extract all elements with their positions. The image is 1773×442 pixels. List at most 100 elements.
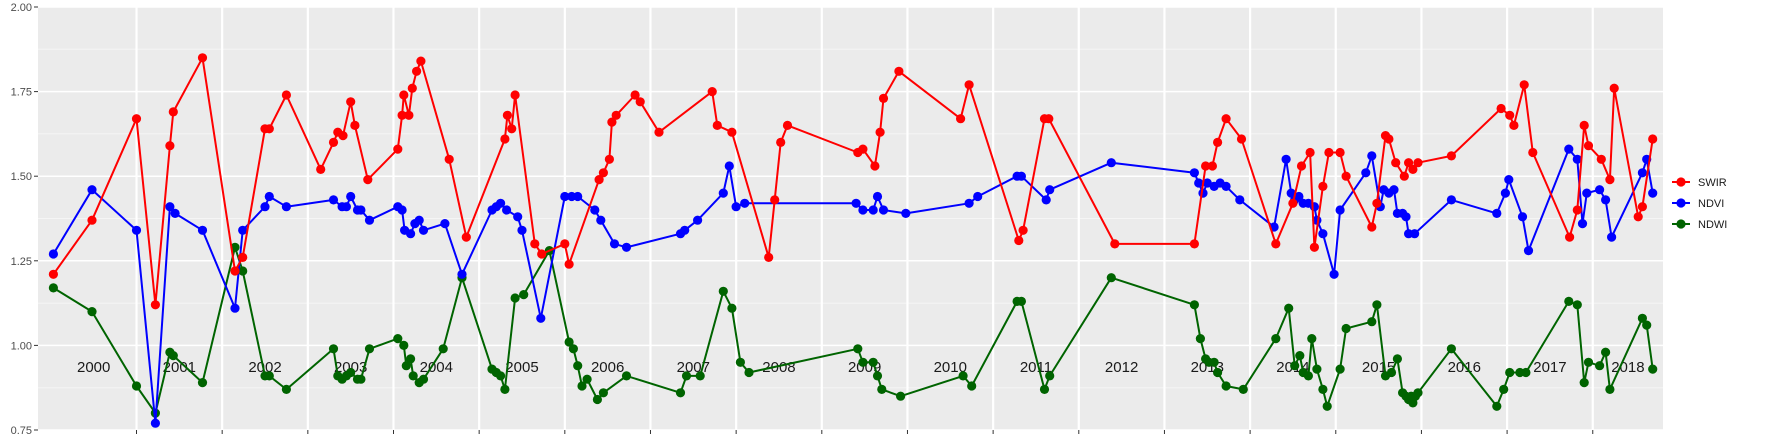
- data-point-swir: [1189, 239, 1199, 249]
- data-point-ndwi: [510, 293, 520, 303]
- data-point-ndwi: [727, 303, 737, 313]
- data-point-ndvi: [621, 242, 632, 252]
- series-swir: [48, 53, 1658, 310]
- data-point-ndwi: [1492, 401, 1502, 411]
- x-axis: [136, 430, 1594, 434]
- data-point-swir: [776, 137, 786, 147]
- data-point-swir: [1324, 147, 1334, 158]
- data-point-ndwi: [896, 391, 906, 401]
- data-point-swir: [1579, 120, 1589, 130]
- data-point-ndvi: [197, 225, 208, 235]
- data-point-ndwi: [592, 394, 603, 405]
- data-point-swir: [770, 195, 780, 205]
- data-point-ndvi: [596, 215, 606, 225]
- data-point-ndwi: [872, 371, 883, 381]
- data-point-ndwi: [1564, 296, 1574, 306]
- data-point-ndwi: [853, 344, 863, 354]
- data-point-swir: [1583, 141, 1594, 151]
- data-point-ndwi: [1413, 388, 1423, 398]
- data-point-swir: [346, 97, 356, 107]
- data-point-swir: [131, 114, 142, 124]
- data-point-ndvi: [901, 208, 911, 218]
- data-point-ndwi: [1209, 357, 1219, 367]
- data-point-swir: [444, 154, 454, 164]
- data-point-ndwi: [197, 378, 208, 388]
- data-point-ndwi: [573, 361, 583, 371]
- data-point-swir: [530, 239, 540, 249]
- data-point-swir: [858, 144, 868, 154]
- data-point-ndvi: [740, 198, 750, 208]
- data-point-swir: [1207, 161, 1217, 171]
- data-point-ndvi: [1582, 188, 1592, 198]
- data-point-swir: [1018, 225, 1028, 235]
- data-point-ndwi: [582, 374, 592, 384]
- data-point-ndvi: [1221, 181, 1231, 191]
- data-point-ndwi: [364, 344, 375, 354]
- data-point-ndwi: [621, 371, 632, 381]
- data-point-ndvi: [1281, 154, 1291, 164]
- data-point-ndwi: [1045, 371, 1055, 381]
- data-point-swir: [1221, 114, 1231, 124]
- year-label-2005: 2005: [505, 359, 538, 376]
- data-point-swir: [1391, 158, 1401, 168]
- data-point-swir: [328, 137, 339, 147]
- data-point-swir: [598, 168, 609, 178]
- data-point-ndvi: [1492, 208, 1502, 218]
- data-point-ndvi: [560, 191, 570, 202]
- data-point-ndvi: [872, 191, 883, 202]
- data-point-ndvi: [238, 225, 248, 235]
- data-point-ndvi: [517, 225, 527, 235]
- data-point-ndvi: [440, 219, 450, 229]
- year-label-2012: 2012: [1105, 359, 1138, 376]
- data-point-swir: [1335, 147, 1345, 158]
- data-point-ndwi: [1372, 300, 1382, 310]
- data-point-ndvi: [131, 225, 142, 235]
- data-point-ndwi: [1642, 320, 1652, 330]
- data-point-ndvi: [1309, 202, 1319, 212]
- data-point-ndwi: [1595, 361, 1605, 371]
- data-point-swir: [878, 93, 889, 103]
- data-point-ndwi: [1572, 300, 1582, 310]
- data-point-ndvi: [150, 418, 160, 428]
- data-point-ndvi: [230, 303, 240, 313]
- data-point-swir: [1044, 114, 1054, 124]
- data-point-swir: [604, 154, 615, 164]
- legend-item-swir: SWIR: [1672, 177, 1727, 189]
- data-point-ndwi: [1605, 384, 1615, 394]
- data-point-swir: [727, 127, 737, 137]
- data-point-swir: [150, 300, 160, 310]
- data-point-ndvi: [364, 215, 375, 225]
- data-point-ndwi: [877, 384, 887, 394]
- data-point-swir: [1413, 158, 1423, 168]
- data-point-ndwi: [1446, 344, 1456, 354]
- data-point-swir: [399, 90, 409, 100]
- legend-key-point: [1676, 177, 1686, 187]
- legend: SWIR NDVI NDWI: [1672, 177, 1727, 231]
- data-point-ndwi: [1386, 367, 1397, 378]
- data-point-swir: [238, 252, 248, 262]
- data-point-ndvi: [87, 185, 97, 195]
- data-point-ndwi: [568, 344, 579, 354]
- data-point-ndwi: [1322, 401, 1332, 411]
- year-label-2011: 2011: [1020, 359, 1052, 376]
- data-point-swir: [264, 124, 274, 134]
- data-point-ndvi: [1577, 219, 1588, 229]
- data-point-ndwi: [1579, 378, 1589, 388]
- data-point-swir: [350, 120, 360, 130]
- data-point-ndvi: [1504, 175, 1514, 185]
- data-point-ndwi: [681, 371, 692, 381]
- data-point-ndvi: [1361, 168, 1371, 178]
- data-point-ndwi: [1312, 364, 1322, 374]
- data-point-swir: [338, 131, 348, 141]
- data-point-ndwi: [399, 340, 409, 350]
- data-point-ndvi: [406, 229, 416, 239]
- data-point-swir: [393, 144, 403, 154]
- data-point-swir: [1372, 198, 1382, 208]
- data-point-ndvi: [170, 208, 180, 218]
- data-point-ndwi: [1392, 354, 1402, 364]
- data-point-swir: [363, 175, 373, 185]
- data-point-swir: [1446, 151, 1456, 161]
- data-point-ndwi: [1367, 317, 1377, 327]
- data-point-ndvi: [1607, 232, 1617, 242]
- data-point-ndwi: [1637, 313, 1647, 323]
